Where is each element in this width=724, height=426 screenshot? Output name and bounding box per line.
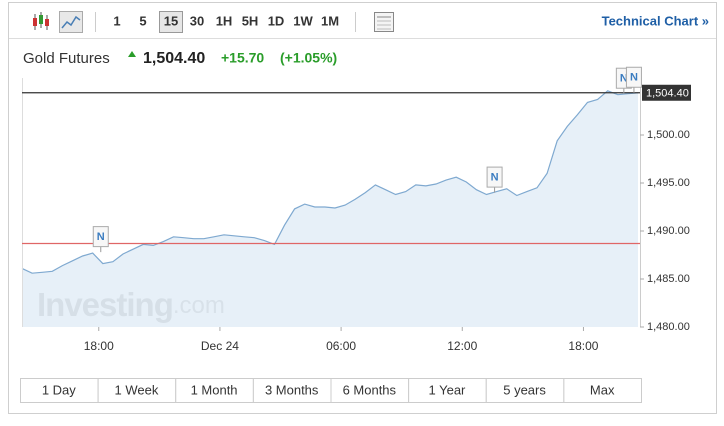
range-label: 5 years xyxy=(503,382,546,397)
interval-button[interactable]: 30 xyxy=(190,13,204,28)
range-button[interactable] xyxy=(563,378,642,403)
annotation-label: N xyxy=(97,231,105,243)
range-label: 1 Day xyxy=(42,382,76,397)
x-tick-label: 06:00 xyxy=(326,339,356,353)
price: 1,504.40 xyxy=(143,50,205,67)
area-fill xyxy=(22,90,638,327)
change-percent: (+1.05%) xyxy=(280,50,337,66)
interval-button[interactable]: 5 xyxy=(139,13,146,28)
y-tick-label: 1,490.00 xyxy=(647,225,690,237)
range-label: 1 Month xyxy=(191,382,238,397)
range-button[interactable] xyxy=(330,378,410,403)
price-line xyxy=(21,90,639,274)
range-button[interactable] xyxy=(175,378,254,403)
interval-button[interactable]: 1H xyxy=(216,13,233,28)
instrument-name: Gold Futures xyxy=(23,50,110,67)
interval-button[interactable]: 5H xyxy=(242,13,259,28)
interval-button[interactable]: 1W xyxy=(293,13,313,28)
x-tick-label: 18:00 xyxy=(84,339,114,353)
y-tick-label: 1,495.00 xyxy=(647,177,690,189)
x-tick-label: 18:00 xyxy=(568,339,598,353)
y-tick-label: 1,480.00 xyxy=(647,321,690,333)
range-button[interactable] xyxy=(252,378,332,403)
interval-selected xyxy=(159,11,183,33)
range-label: 1 Week xyxy=(115,382,159,397)
range-label: 6 Months xyxy=(343,382,397,397)
range-label: 3 Months xyxy=(265,382,319,397)
interval-button[interactable]: 1 xyxy=(113,13,120,28)
annotation-label: N xyxy=(491,172,499,184)
annotation-box[interactable] xyxy=(625,66,642,88)
y-tick-label: 1,485.00 xyxy=(647,273,690,285)
x-tick-label: Dec 24 xyxy=(201,339,239,353)
range-label: 1 Year xyxy=(429,382,467,397)
line-icon[interactable] xyxy=(59,11,83,33)
price-tag xyxy=(642,84,691,101)
price-tag-label: 1,504.40 xyxy=(646,88,689,100)
range-label: Max xyxy=(590,382,615,397)
y-tick-label: 1,500.00 xyxy=(647,129,690,141)
range-button[interactable] xyxy=(97,378,177,403)
change: +15.70 xyxy=(221,50,264,66)
interval-button[interactable]: 15 xyxy=(164,13,178,28)
range-button[interactable] xyxy=(408,378,487,403)
interval-button[interactable]: 1D xyxy=(268,13,285,28)
table-icon[interactable] xyxy=(374,12,394,32)
annotation-box[interactable] xyxy=(486,166,503,188)
interval-button[interactable]: 1M xyxy=(321,13,339,28)
candle-icon[interactable] xyxy=(33,12,49,30)
technical-chart-link[interactable]: Technical Chart » xyxy=(602,13,709,28)
up-arrow xyxy=(128,51,136,57)
annotation-box[interactable] xyxy=(92,226,109,248)
annotation-label: N xyxy=(620,73,628,85)
annotation-label: N xyxy=(630,72,638,84)
x-tick-label: 12:00 xyxy=(447,339,477,353)
